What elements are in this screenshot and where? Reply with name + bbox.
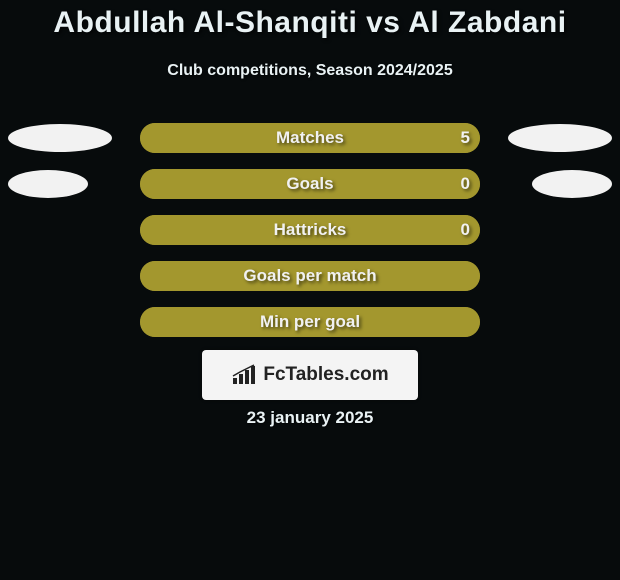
page-subtitle: Club competitions, Season 2024/2025: [0, 62, 620, 80]
right-flag-oval: [508, 124, 612, 152]
stat-row: Goals per match: [0, 260, 620, 292]
bar-chart-icon: [231, 364, 257, 386]
stat-bar-fill-right: [140, 215, 480, 245]
stat-bar-track: [140, 215, 480, 245]
right-flag-oval: [532, 170, 612, 198]
stat-bar-fill-right: [140, 261, 480, 291]
stat-bar-track: [140, 123, 480, 153]
stat-bar-fill-right: [140, 123, 480, 153]
stat-row: Matches5: [0, 122, 620, 154]
comparison-infographic: Abdullah Al-Shanqiti vs Al Zabdani Club …: [0, 0, 620, 580]
logo-box: FcTables.com: [202, 350, 418, 400]
footer-date: 23 january 2025: [0, 408, 620, 428]
stat-bar-fill-right: [140, 307, 480, 337]
stat-bar-track: [140, 261, 480, 291]
stat-row: Goals0: [0, 168, 620, 200]
stat-row: Hattricks0: [0, 214, 620, 246]
stat-bar-fill-right: [140, 169, 480, 199]
left-flag-oval: [8, 124, 112, 152]
stat-row: Min per goal: [0, 306, 620, 338]
page-title: Abdullah Al-Shanqiti vs Al Zabdani: [0, 6, 620, 40]
stat-bar-track: [140, 169, 480, 199]
left-flag-oval: [8, 170, 88, 198]
logo-text: FcTables.com: [263, 364, 388, 386]
stat-bar-track: [140, 307, 480, 337]
